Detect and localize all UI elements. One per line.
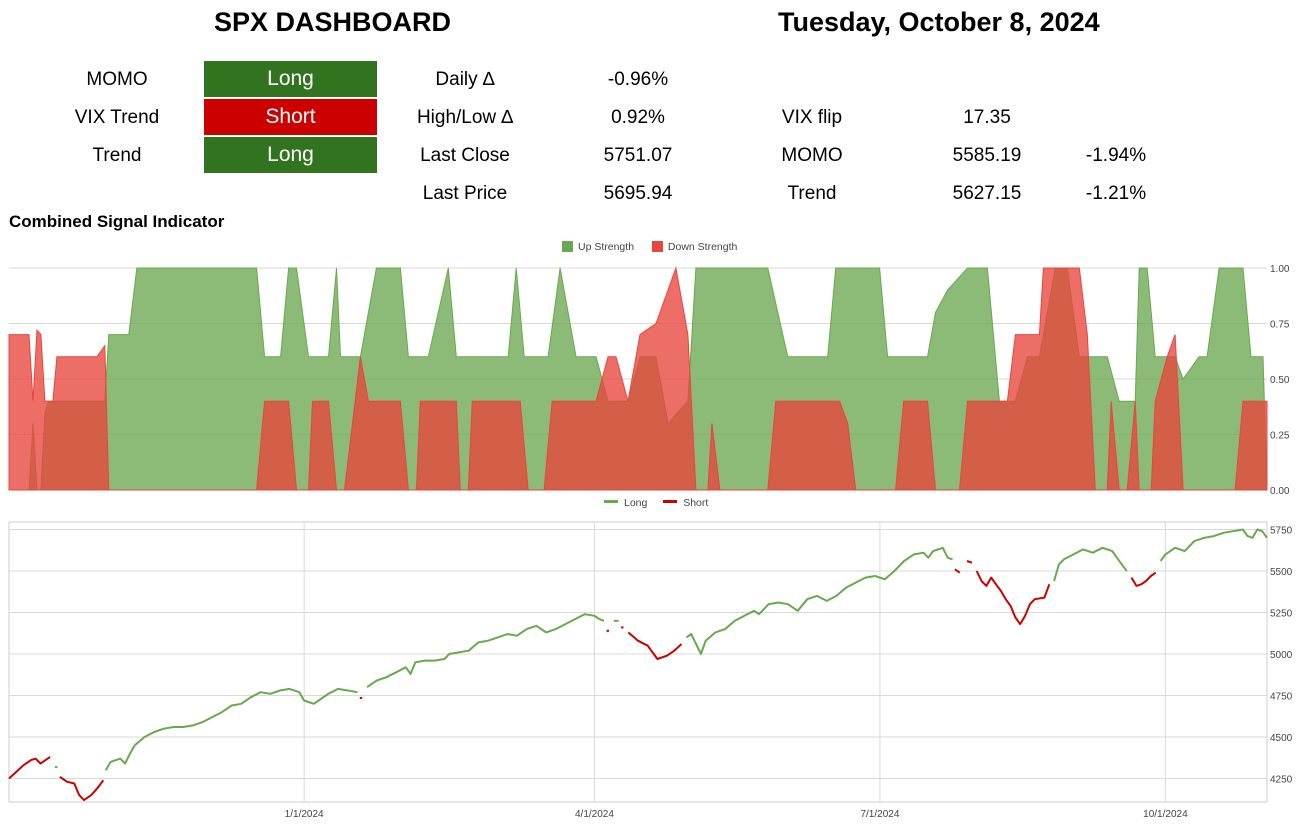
price-short-segment [8,756,51,780]
momo-level-label: MOMO [781,145,843,166]
price-y-tick-label: 5250 [1270,609,1293,620]
price-y-tick-label: 4500 [1270,733,1293,744]
legend-label-up: Up Strength [578,241,635,253]
price-series [8,528,1268,802]
legend-line-short [663,500,678,503]
signal-label-trend: Trend [92,145,142,166]
legend-line-long [604,500,618,503]
price-short-segment [975,570,1051,626]
price-grid [8,521,1268,803]
vix-flip-label: VIX flip [781,107,843,128]
trend-level-value: 5627.15 [952,183,1022,204]
area-y-ticks: 1.00 0.75 0.50 0.25 0.00 [1270,264,1290,497]
signal-area-chart: 1.00 0.75 0.50 0.25 0.00 [8,264,1290,497]
price-short-segment [59,775,105,802]
signal-chart-title: Combined Signal Indicator [9,212,225,231]
last-close-label: Last Close [420,145,510,166]
price-y-tick-label: 5000 [1270,650,1293,661]
area-y-tick-label: 1.00 [1270,264,1290,275]
price-x-tick-label: 10/1/2024 [1143,809,1188,820]
momo-level-value: 5585.19 [952,145,1022,166]
area-series [8,266,1268,491]
area-y-tick-label: 0.25 [1270,431,1290,442]
area-y-tick-label: 0.00 [1270,486,1290,497]
legend-swatch-down [651,241,663,252]
price-y-tick-label: 4750 [1270,692,1293,703]
last-price-value: 5695.94 [603,183,673,204]
price-short-segment [627,631,683,660]
price-long-segment [366,613,605,689]
dashboard-title: SPX DASHBOARD [214,7,452,37]
price-y-tick-label: 5500 [1270,567,1293,578]
price-x-tick-label: 7/1/2024 [860,809,899,820]
price-legend: Long Short [604,497,708,509]
price-short-segment [966,560,973,564]
last-close-value: 5751.07 [603,145,673,166]
vix-flip-value: 17.35 [963,107,1011,128]
legend-label-long: Long [624,497,648,509]
price-axis-ticks: 5750 5500 5250 5000 4750 4500 4250 1/1/2024 4/1/… [285,526,1293,821]
signal-badge-trend: Long [204,137,377,173]
price-x-tick-label: 1/1/2024 [285,809,324,820]
area-y-tick-label: 0.75 [1270,320,1290,331]
down-strength-area [8,266,1268,491]
signal-label-momo: MOMO [86,69,148,90]
dashboard-date: Tuesday, October 8, 2024 [778,7,1100,37]
last-price-label: Last Price [422,183,508,204]
trend-level-label: Trend [787,183,837,204]
daily-delta-value: -0.96% [607,69,669,90]
price-long-segment [685,546,953,655]
area-y-tick-label: 0.50 [1270,375,1290,386]
price-line-chart: 5750 5500 5250 5000 4750 4500 4250 1/1/2024 4/1/… [8,521,1293,821]
price-short-segment [1130,571,1157,587]
signal-label-vix-trend: VIX Trend [74,107,160,128]
price-y-tick-label: 4250 [1270,775,1293,786]
highlow-delta-label: High/Low ∆ [416,107,514,128]
price-long-segment [104,687,358,771]
legend-swatch-up [562,241,573,252]
legend-label-short: Short [683,497,709,509]
trend-level-pct: -1.21% [1085,183,1147,204]
price-long-segment [1053,546,1128,582]
momo-level-pct: -1.94% [1085,145,1147,166]
highlow-delta-value: 0.92% [611,107,665,128]
price-x-tick-label: 4/1/2024 [575,809,614,820]
daily-delta-label: Daily ∆ [435,69,495,90]
area-legend: Up Strength Down Strength [562,241,737,253]
price-short-segment [954,568,961,574]
signal-badge-momo: Long [204,61,377,97]
price-y-tick-label: 5750 [1270,526,1293,537]
legend-label-down: Down Strength [667,241,738,253]
signal-badge-vix-trend: Short [204,99,377,135]
price-long-segment [1159,528,1268,562]
